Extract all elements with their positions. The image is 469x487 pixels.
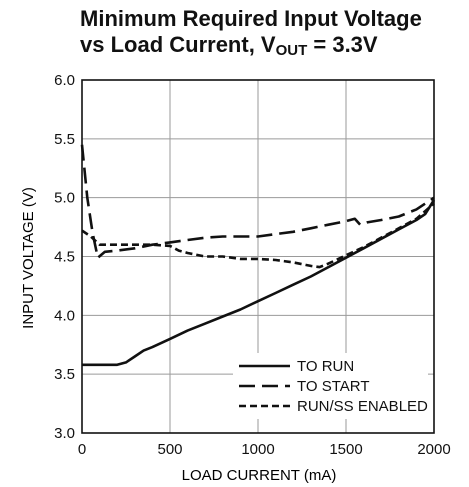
chart-title-subscript: OUT: [275, 42, 308, 59]
chart-title-line1: Minimum Required Input Voltage: [80, 6, 422, 31]
y-tick-label-3: 4.5: [54, 249, 75, 266]
x-axis-label: LOAD CURRENT (mA): [182, 467, 337, 484]
plot-frame: [81, 79, 435, 434]
y-tick-label-1: 3.5: [54, 366, 75, 383]
x-tick-label-4: 2000: [417, 441, 450, 458]
series-line-to-run: [82, 199, 436, 367]
y-axis-label: INPUT VOLTAGE (V): [20, 187, 37, 329]
y-tick-label-6: 6.0: [54, 72, 75, 89]
y-tick-label-5: 5.5: [54, 131, 75, 148]
y-tick-label-0: 3.0: [54, 425, 75, 442]
chart-title-line2-prefix: vs Load Current, V: [80, 32, 276, 57]
x-tick-label-2: 1000: [241, 441, 274, 458]
x-tick-label-0: 0: [78, 441, 86, 458]
chart-title-line2-suffix: = 3.3V: [307, 32, 378, 57]
x-tick-label-1: 500: [157, 441, 182, 458]
y-tick-label-4: 5.0: [54, 190, 75, 207]
series-lines: [80, 144, 436, 367]
legend-label-2: RUN/SS ENABLED: [297, 398, 428, 415]
legend-label-1: TO START: [297, 378, 370, 395]
chart-title-line2: vs Load Current, VOUT = 3.3V: [80, 32, 460, 64]
chart-title: Minimum Required Input Voltage vs Load C…: [80, 6, 460, 64]
legend: TO RUN TO START RUN/SS ENABLED: [233, 353, 428, 419]
tick-labels: 0 500 1000 1500 2000 3.0 3.5 4.0 4.5 5.0 5.5 6.0: [54, 72, 451, 458]
legend-label-0: TO RUN: [297, 358, 354, 375]
series-line-to-start: [80, 144, 435, 259]
y-tick-label-2: 4.0: [54, 307, 75, 324]
x-tick-label-3: 1500: [329, 441, 362, 458]
